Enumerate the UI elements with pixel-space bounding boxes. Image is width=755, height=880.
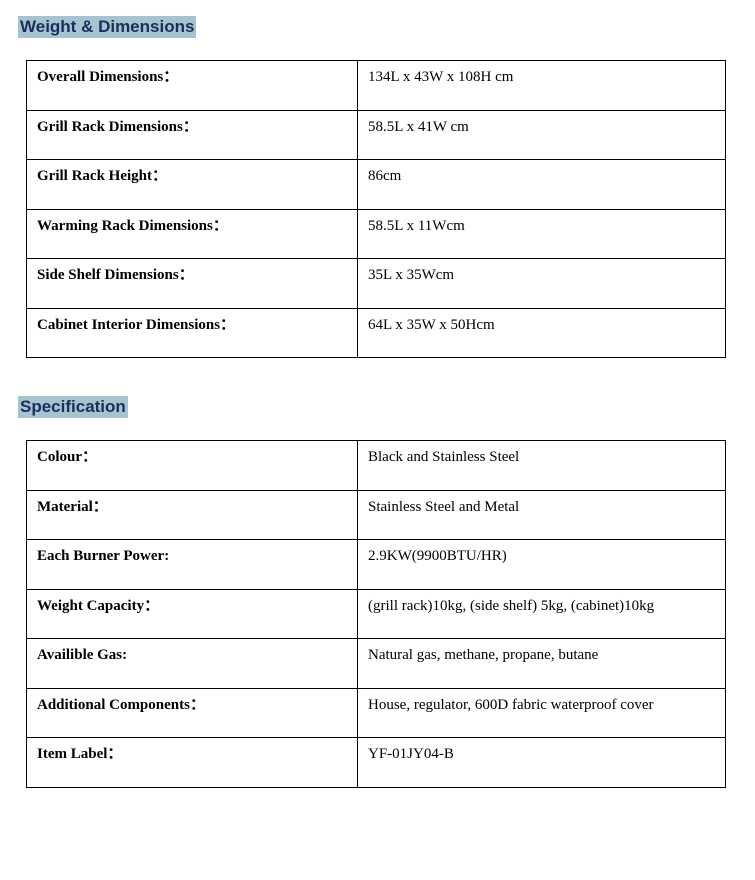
spec-label: Warming Rack Dimensions：	[27, 209, 358, 259]
spec-value: 35L x 35Wcm	[358, 259, 726, 309]
section-heading-weight-dimensions: Weight & Dimensions	[18, 16, 196, 38]
spec-label: Overall Dimensions：	[27, 61, 358, 111]
page: Weight & Dimensions Overall Dimensions： …	[0, 0, 755, 850]
table-row: Weight Capacity： (grill rack)10kg, (side…	[27, 589, 726, 639]
table-row: Additional Components： House, regulator,…	[27, 688, 726, 738]
spec-value: Black and Stainless Steel	[358, 441, 726, 491]
table-row: Warming Rack Dimensions： 58.5L x 11Wcm	[27, 209, 726, 259]
spec-label: Item Label：	[27, 738, 358, 788]
table-row: Item Label： YF-01JY04-B	[27, 738, 726, 788]
table-row: Grill Rack Dimensions： 58.5L x 41W cm	[27, 110, 726, 160]
spec-value: YF-01JY04-B	[358, 738, 726, 788]
spec-label: Grill Rack Height：	[27, 160, 358, 210]
spec-label: Material：	[27, 490, 358, 540]
spec-label: Availible Gas:	[27, 639, 358, 689]
section-heading-specification: Specification	[18, 396, 128, 418]
spec-label: Grill Rack Dimensions：	[27, 110, 358, 160]
spec-label: Colour：	[27, 441, 358, 491]
table-weight-dimensions: Overall Dimensions： 134L x 43W x 108H cm…	[26, 60, 726, 358]
spec-value: 58.5L x 41W cm	[358, 110, 726, 160]
table-row: Side Shelf Dimensions： 35L x 35Wcm	[27, 259, 726, 309]
spec-value: 64L x 35W x 50Hcm	[358, 308, 726, 358]
spec-label: Cabinet Interior Dimensions：	[27, 308, 358, 358]
spec-value: House, regulator, 600D fabric waterproof…	[358, 688, 726, 738]
spec-value: Natural gas, methane, propane, butane	[358, 639, 726, 689]
spec-label: Each Burner Power:	[27, 540, 358, 590]
table-row: Overall Dimensions： 134L x 43W x 108H cm	[27, 61, 726, 111]
spec-label: Weight Capacity：	[27, 589, 358, 639]
table-specification: Colour： Black and Stainless Steel Materi…	[26, 440, 726, 788]
table-row: Colour： Black and Stainless Steel	[27, 441, 726, 491]
spec-value: 86cm	[358, 160, 726, 210]
table-row: Grill Rack Height： 86cm	[27, 160, 726, 210]
spec-label: Additional Components：	[27, 688, 358, 738]
table-row: Material： Stainless Steel and Metal	[27, 490, 726, 540]
spec-value: Stainless Steel and Metal	[358, 490, 726, 540]
spec-label: Side Shelf Dimensions：	[27, 259, 358, 309]
table-row: Cabinet Interior Dimensions： 64L x 35W x…	[27, 308, 726, 358]
table-row: Each Burner Power: 2.9KW(9900BTU/HR)	[27, 540, 726, 590]
spec-value: 58.5L x 11Wcm	[358, 209, 726, 259]
spec-value: (grill rack)10kg, (side shelf) 5kg, (cab…	[358, 589, 726, 639]
spec-value: 134L x 43W x 108H cm	[358, 61, 726, 111]
table-row: Availible Gas: Natural gas, methane, pro…	[27, 639, 726, 689]
spec-value: 2.9KW(9900BTU/HR)	[358, 540, 726, 590]
